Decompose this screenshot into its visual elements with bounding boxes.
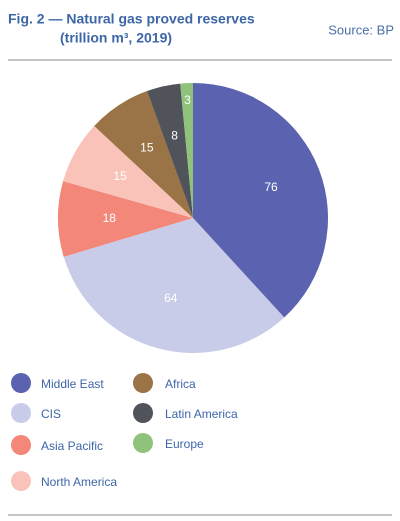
data-label: 18 [103, 211, 117, 225]
legend-label: Latin America [165, 407, 238, 421]
pie-slice [147, 83, 193, 218]
legend-label: Middle East [41, 377, 104, 391]
data-label: 64 [164, 291, 178, 305]
pie-slice [63, 218, 285, 353]
legend-label: CIS [41, 407, 61, 421]
data-label: 3 [184, 93, 191, 107]
pie-slice [63, 125, 193, 218]
legend-label: Africa [165, 377, 196, 391]
data-label: 15 [140, 140, 154, 154]
legend-label: Europe [165, 437, 204, 451]
legend-swatch [11, 373, 31, 393]
legend-label: Asia Pacific [41, 439, 103, 453]
legend-swatch [11, 471, 31, 491]
pie-slice [94, 91, 193, 218]
data-label: 76 [264, 180, 278, 194]
legend-swatch [11, 403, 31, 423]
pie-slice [193, 83, 329, 318]
data-label: 15 [113, 169, 127, 183]
pie-slice [180, 83, 193, 218]
chart-title: Fig. 2 — Natural gas proved reserves [8, 11, 255, 27]
data-label: 8 [171, 129, 178, 143]
legend-label: North America [41, 475, 117, 489]
chart-subtitle: (trillion m³, 2019) [60, 30, 172, 46]
legend-swatch [133, 433, 153, 453]
legend-swatch [133, 403, 153, 423]
legend-swatch [11, 435, 31, 455]
source: Source: BP [328, 22, 394, 37]
pie-slice [57, 181, 193, 257]
legend-swatch [133, 373, 153, 393]
